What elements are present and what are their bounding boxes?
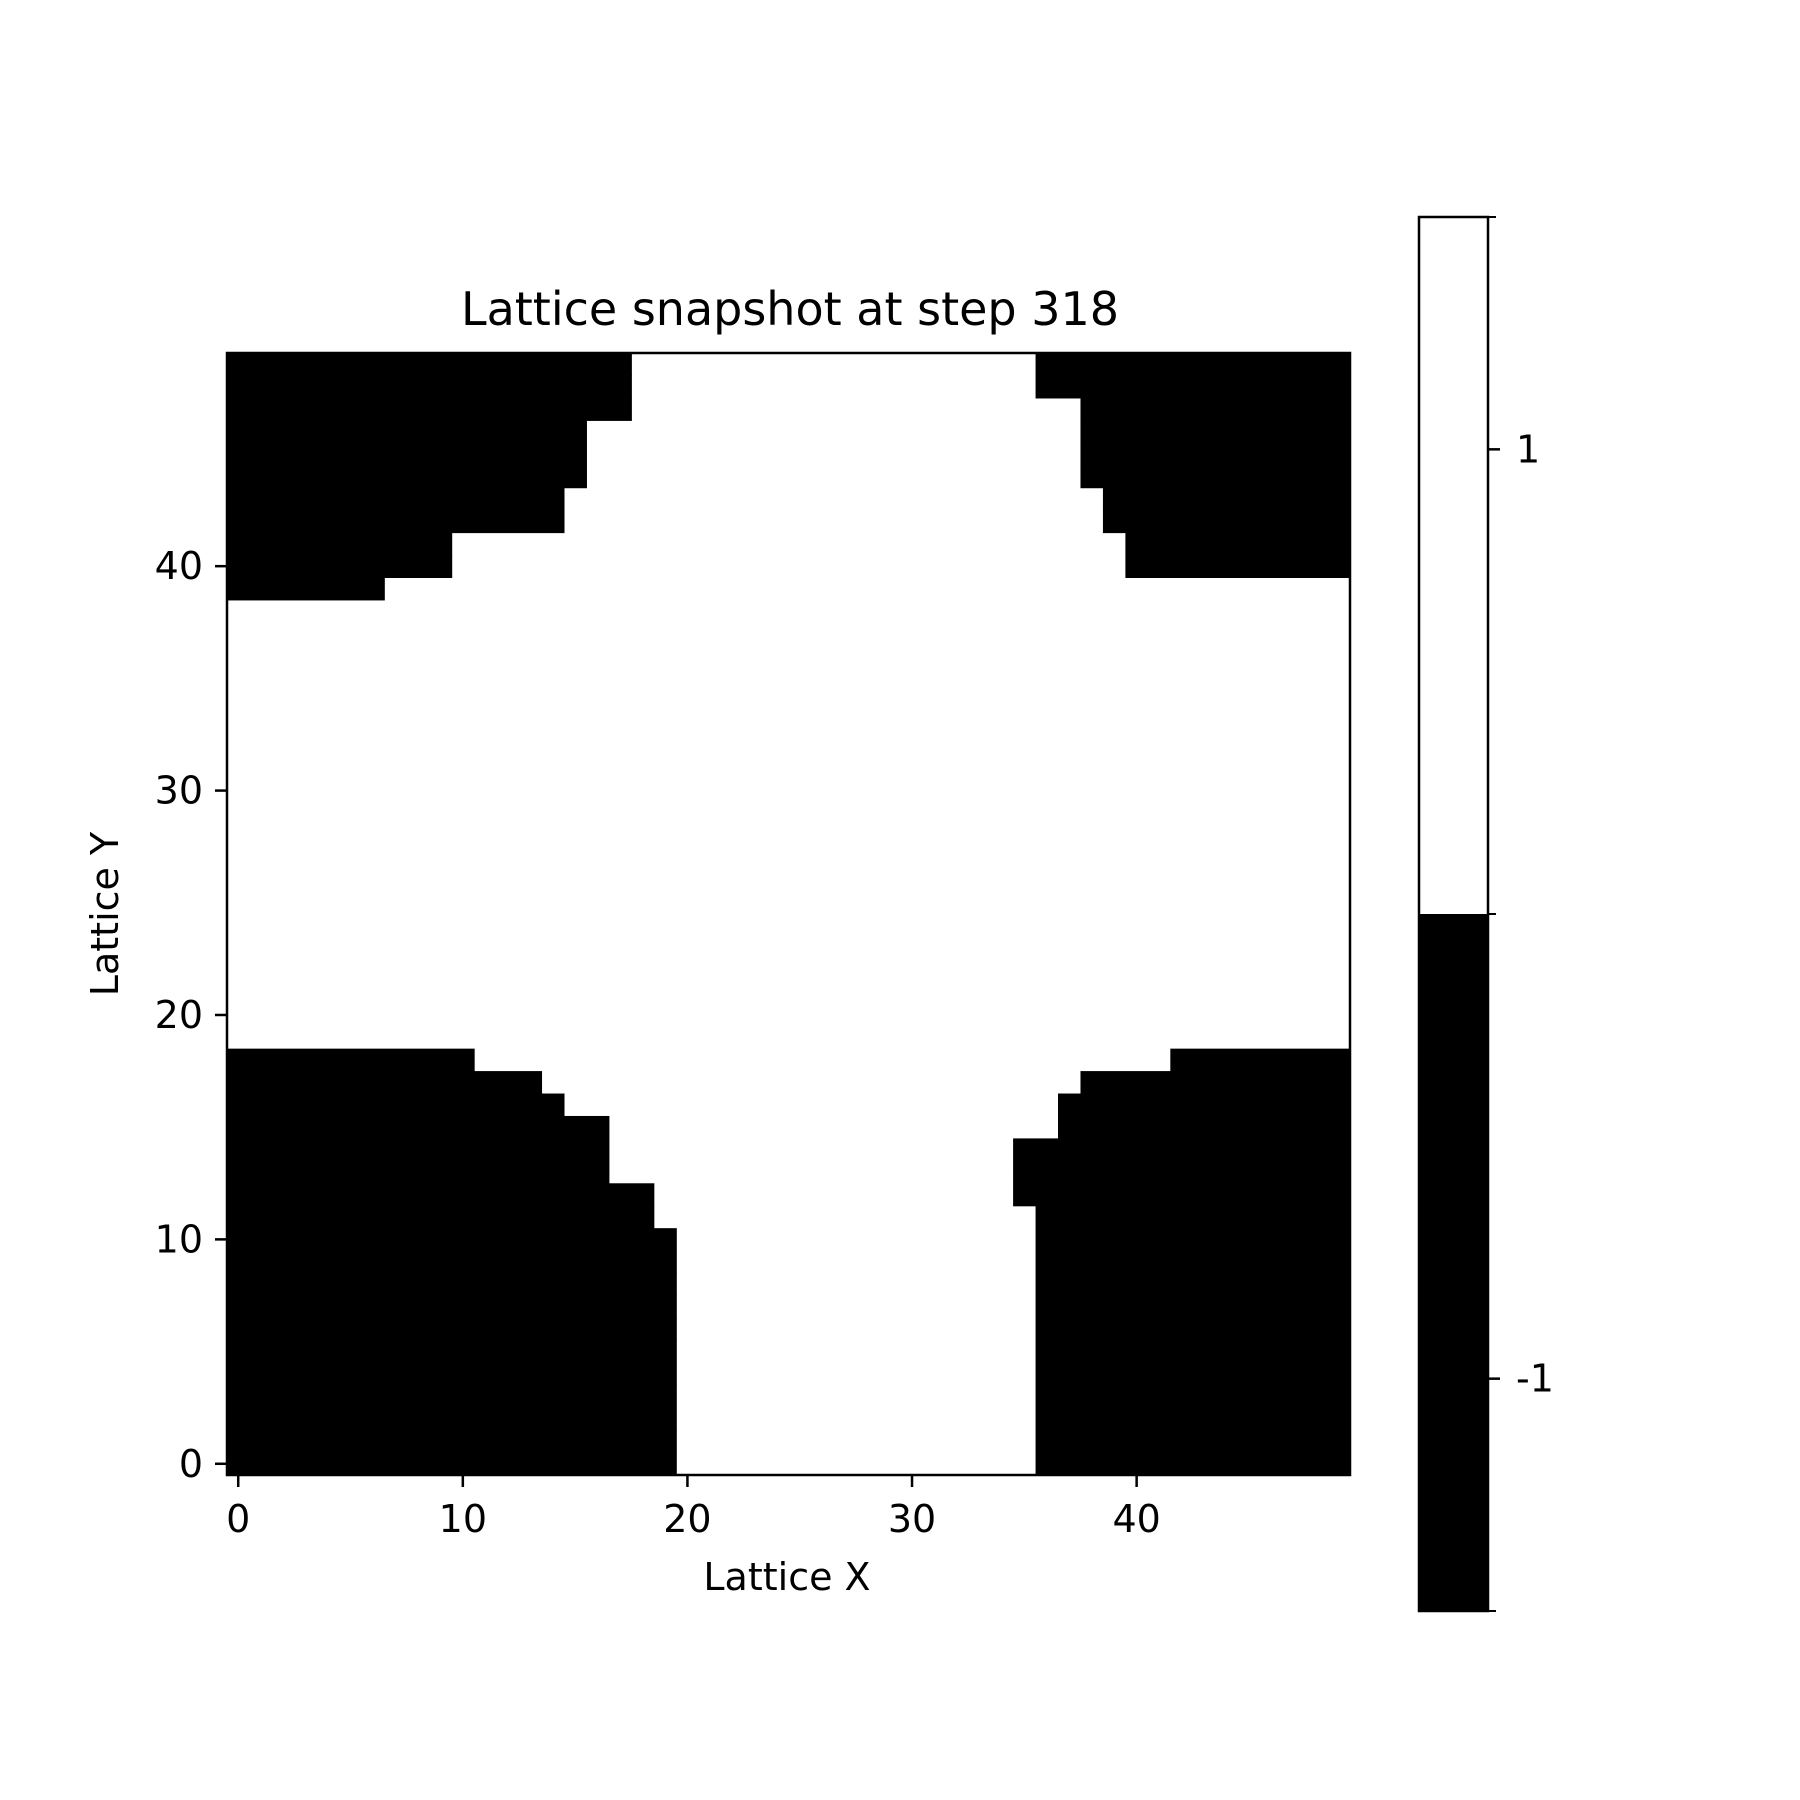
- y-tick-label: 20: [155, 993, 203, 1037]
- heatmap-cell-run: [227, 554, 453, 578]
- heatmap-cell-run: [227, 1115, 610, 1139]
- colorbar: 1 -1: [1417, 215, 1554, 1613]
- heatmap-cell-run: [227, 442, 587, 466]
- colorbar-plus-one-segment: [1419, 217, 1488, 914]
- heatmap-cell-run: [227, 1452, 677, 1476]
- heatmap-cell-run: [1013, 1160, 1351, 1184]
- heatmap-cell-run: [227, 1228, 677, 1252]
- heatmap-cells: [227, 353, 1351, 1476]
- heatmap-cell-run: [1035, 1295, 1351, 1319]
- heatmap-cell-run: [1080, 420, 1351, 444]
- heatmap-cell-run: [1035, 1250, 1351, 1274]
- x-tick-label: 0: [226, 1497, 250, 1541]
- heatmap-cell-run: [1035, 1452, 1351, 1476]
- heatmap-cell-run: [1035, 1407, 1351, 1431]
- y-tick-label: 40: [155, 544, 203, 588]
- heatmap-cell-run: [1013, 1138, 1351, 1162]
- heatmap-cell-run: [1058, 1115, 1351, 1139]
- heatmap-cell-run: [227, 397, 632, 421]
- y-tick-label: 30: [155, 769, 203, 813]
- heatmap-cell-run: [227, 1160, 610, 1184]
- heatmap-cell-run: [1102, 510, 1351, 534]
- heatmap-cell-run: [1080, 465, 1351, 489]
- heatmap-cell-run: [1058, 1093, 1351, 1117]
- heatmap-cell-run: [227, 1317, 677, 1341]
- heatmap-cell-run: [227, 1430, 677, 1454]
- heatmap-cell-run: [227, 1071, 543, 1095]
- y-axis-ticks: 0 10 20 30 40: [155, 544, 227, 1486]
- x-axis-label: Lattice X: [703, 1555, 870, 1599]
- x-tick-label: 30: [888, 1497, 936, 1541]
- heatmap-cell-run: [227, 1385, 677, 1409]
- heatmap-cell-run: [1035, 1430, 1351, 1454]
- heatmap-cell-run: [227, 487, 565, 511]
- heatmap-cell-run: [227, 353, 632, 377]
- heatmap-cell-run: [1102, 487, 1351, 511]
- heatmap-cell-run: [227, 532, 453, 556]
- heatmap-cell-run: [227, 1048, 475, 1072]
- heatmap-cell-run: [227, 1205, 655, 1229]
- plot-frame: [225, 351, 1352, 1477]
- heatmap-cell-run: [227, 1340, 677, 1364]
- colorbar-ticks: 1 -1: [1488, 216, 1554, 1612]
- y-tick-label: 10: [155, 1217, 203, 1261]
- heatmap-cell-run: [227, 1183, 655, 1207]
- y-axis-label: Lattice Y: [83, 831, 127, 996]
- heatmap-cell-run: [1080, 442, 1351, 466]
- heatmap-cell-run: [1035, 1385, 1351, 1409]
- heatmap-cell-run: [1035, 1273, 1351, 1297]
- heatmap-cell-run: [227, 1362, 677, 1386]
- heatmap-cell-run: [1013, 1183, 1351, 1207]
- chart-title: Lattice snapshot at step 318: [461, 282, 1119, 336]
- heatmap-cell-run: [227, 1250, 677, 1274]
- heatmap-cell-run: [227, 510, 565, 534]
- colorbar-tick-label: -1: [1516, 1357, 1554, 1401]
- heatmap-cell-run: [227, 465, 587, 489]
- heatmap-cell-run: [227, 1273, 677, 1297]
- x-tick-label: 40: [1112, 1497, 1160, 1541]
- heatmap-cell-run: [1035, 1340, 1351, 1364]
- heatmap-cell-run: [1080, 397, 1351, 421]
- heatmap-cell-run: [227, 1295, 677, 1319]
- heatmap-cell-run: [227, 1093, 565, 1117]
- heatmap-cell-run: [1035, 1228, 1351, 1252]
- heatmap-cell-run: [227, 1407, 677, 1431]
- colorbar-minus-one-segment: [1419, 914, 1488, 1611]
- heatmap-cell-run: [1035, 353, 1351, 377]
- heatmap-cell-run: [1170, 1048, 1351, 1072]
- heatmap-cell-run: [1125, 554, 1351, 578]
- x-tick-label: 10: [439, 1497, 487, 1541]
- x-axis-ticks: 0 10 20 30 40: [226, 1475, 1161, 1541]
- heatmap-cell-run: [227, 420, 587, 444]
- heatmap-cell-run: [227, 375, 632, 399]
- colorbar-tick-label: 1: [1516, 427, 1540, 471]
- heatmap-cell-run: [1035, 1317, 1351, 1341]
- y-tick-label: 0: [179, 1442, 203, 1486]
- heatmap-cell-run: [1035, 1205, 1351, 1229]
- heatmap-cell-run: [1035, 1362, 1351, 1386]
- heatmap-cell-run: [1080, 1071, 1351, 1095]
- heatmap-cell-run: [1125, 532, 1351, 556]
- heatmap-cell-run: [227, 577, 385, 601]
- heatmap-cell-run: [1035, 375, 1351, 399]
- heatmap-cell-run: [227, 1138, 610, 1162]
- x-tick-label: 20: [663, 1497, 711, 1541]
